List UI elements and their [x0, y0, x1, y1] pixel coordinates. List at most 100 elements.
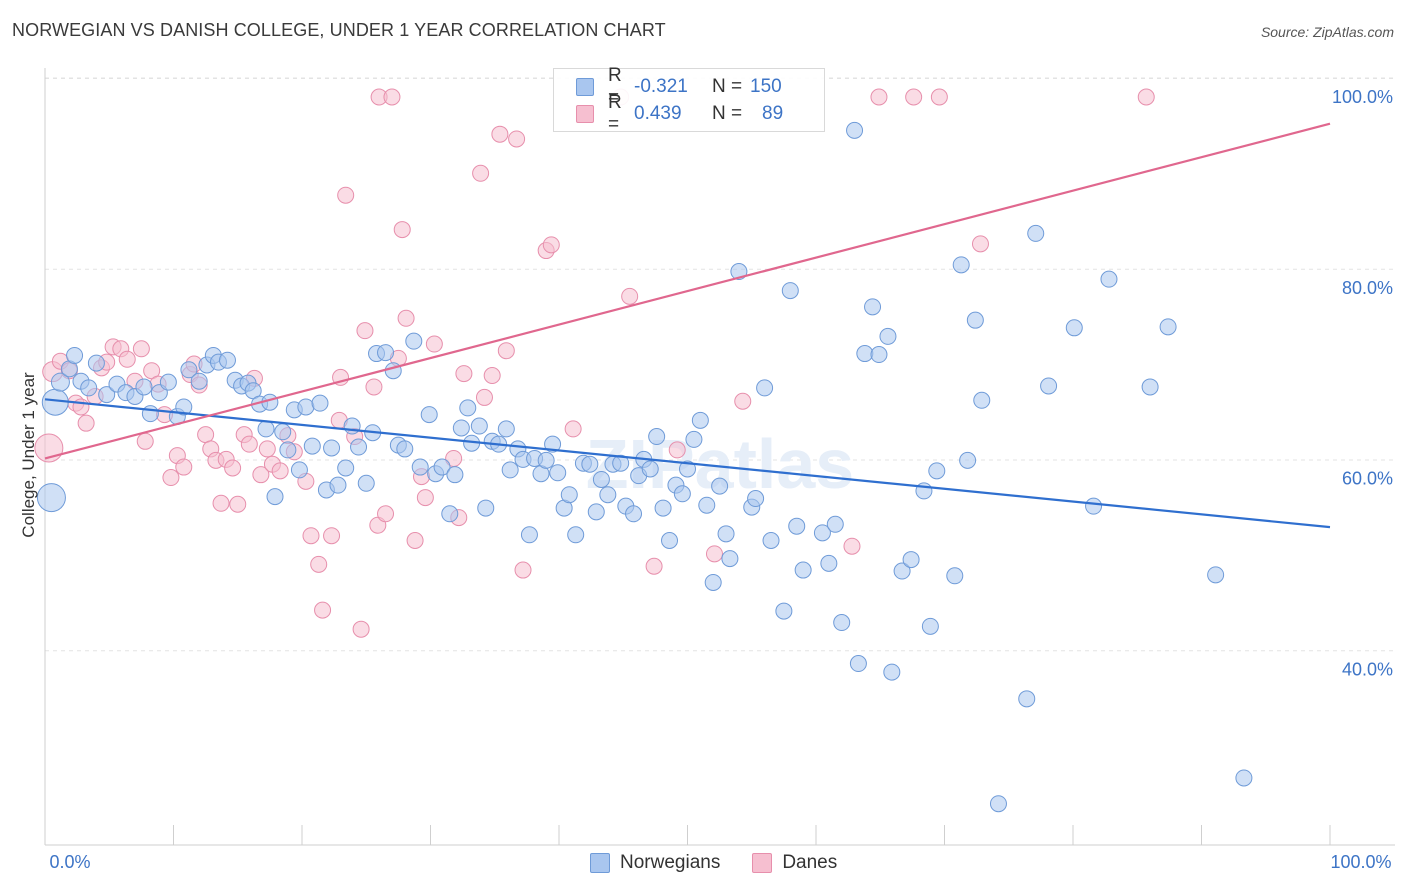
norwegians-point: [501, 461, 519, 479]
norwegians-point: [788, 517, 806, 535]
norwegians-swatch: [576, 78, 594, 96]
danes-point: [197, 426, 215, 444]
danes-point: [734, 392, 752, 410]
norwegians-point: [599, 486, 617, 504]
norwegians-point: [921, 617, 939, 635]
norwegians-point: [864, 298, 882, 316]
danes-point: [406, 531, 424, 549]
norwegians-point: [549, 464, 567, 482]
norwegians-point: [1065, 319, 1083, 337]
norwegians-point: [459, 399, 477, 417]
danes-point: [1137, 88, 1155, 106]
norwegians-point: [946, 567, 964, 585]
norwegians-point: [625, 505, 643, 523]
danes-point: [77, 414, 95, 432]
norwegians-point: [849, 655, 867, 673]
danes-point: [136, 432, 154, 450]
danes-point: [310, 555, 328, 573]
norwegians-point: [762, 531, 780, 549]
danes-point: [271, 462, 289, 480]
gridlines: [45, 77, 1395, 652]
r-value: -0.321: [634, 76, 688, 97]
danes-point: [416, 489, 434, 507]
trend-lines: [44, 122, 1331, 529]
norwegians-point: [266, 488, 284, 506]
norwegians-point: [826, 515, 844, 533]
norwegians-point: [441, 505, 459, 523]
danes-point: [497, 342, 515, 360]
norwegians-point: [357, 474, 375, 492]
norwegians-point: [567, 526, 585, 544]
norwegians-point: [973, 391, 991, 409]
norwegians-point: [820, 554, 838, 572]
danes-point: [483, 366, 501, 384]
norwegians-point: [297, 398, 315, 416]
danes-point: [508, 130, 526, 148]
norwegians-point: [337, 459, 355, 477]
y-tick-label: 100.0%: [1332, 87, 1393, 107]
norwegians-point: [856, 345, 874, 363]
norwegians-point: [952, 256, 970, 274]
danes-point: [472, 164, 490, 182]
danes-point: [564, 420, 582, 438]
norwegians-point: [883, 663, 901, 681]
danes-point: [377, 505, 395, 523]
norwegians-point: [141, 405, 159, 423]
norwegians-point: [66, 346, 84, 364]
danes-point: [397, 309, 415, 327]
norwegians-point: [870, 346, 888, 364]
norwegians-points: [36, 121, 1253, 813]
legend-label-danes: Danes: [782, 852, 838, 873]
y-axis-label: College, Under 1 year: [19, 372, 38, 538]
danes-point: [365, 378, 383, 396]
norwegians-point: [1027, 224, 1045, 242]
norwegians-point: [350, 438, 368, 456]
norwegians-point: [159, 373, 177, 391]
norwegians-point: [879, 327, 897, 345]
stats-legend: R = -0.321 N = 150 R = 0.439 N = 89: [553, 65, 825, 135]
legend-item-norwegians: Norwegians: [590, 852, 720, 874]
danes-point: [705, 545, 723, 563]
norwegians-point: [592, 470, 610, 488]
norwegians-point: [384, 362, 402, 380]
danes-point: [240, 435, 258, 453]
norwegians-point: [704, 573, 722, 591]
norwegians-point: [1235, 769, 1253, 787]
n-label: N =: [712, 76, 743, 97]
norwegians-point: [405, 332, 423, 350]
r-label: R =: [608, 92, 622, 135]
norwegians-point: [377, 344, 395, 362]
norwegians-point: [218, 351, 236, 369]
danes-point: [258, 440, 276, 458]
norwegians-point: [711, 477, 729, 495]
norwegians-point: [612, 454, 630, 472]
danes-point: [542, 236, 560, 254]
legend-item-danes: Danes: [752, 852, 837, 874]
norwegians-swatch: [590, 853, 610, 873]
norwegians-point: [411, 458, 429, 476]
danes-point: [930, 88, 948, 106]
norwegians-point: [679, 460, 696, 478]
norwegians-point: [717, 525, 735, 543]
norwegians-point: [329, 476, 347, 494]
danes-swatch: [752, 853, 773, 873]
norwegians-point: [135, 378, 153, 396]
legend-row-norwegians: R = -0.321 N = 150: [576, 65, 782, 108]
norwegians-point: [641, 460, 659, 478]
norwegians-point: [1100, 270, 1118, 288]
series-legend: Norwegians Danes: [590, 852, 869, 874]
norwegians-point: [98, 386, 116, 404]
norwegians-point: [813, 524, 831, 542]
danes-point: [843, 537, 861, 555]
danes-point: [645, 557, 663, 575]
norwegians-point: [520, 526, 538, 544]
norwegians-point: [756, 379, 774, 397]
danes-point: [383, 88, 401, 106]
source-credit: Source: ZipAtlas.com: [1260, 24, 1394, 40]
norwegians-trend-line: [44, 398, 1331, 529]
danes-point: [323, 527, 341, 545]
norwegians-point: [698, 496, 716, 514]
danes-point: [162, 469, 180, 487]
norwegians-point: [497, 420, 515, 438]
